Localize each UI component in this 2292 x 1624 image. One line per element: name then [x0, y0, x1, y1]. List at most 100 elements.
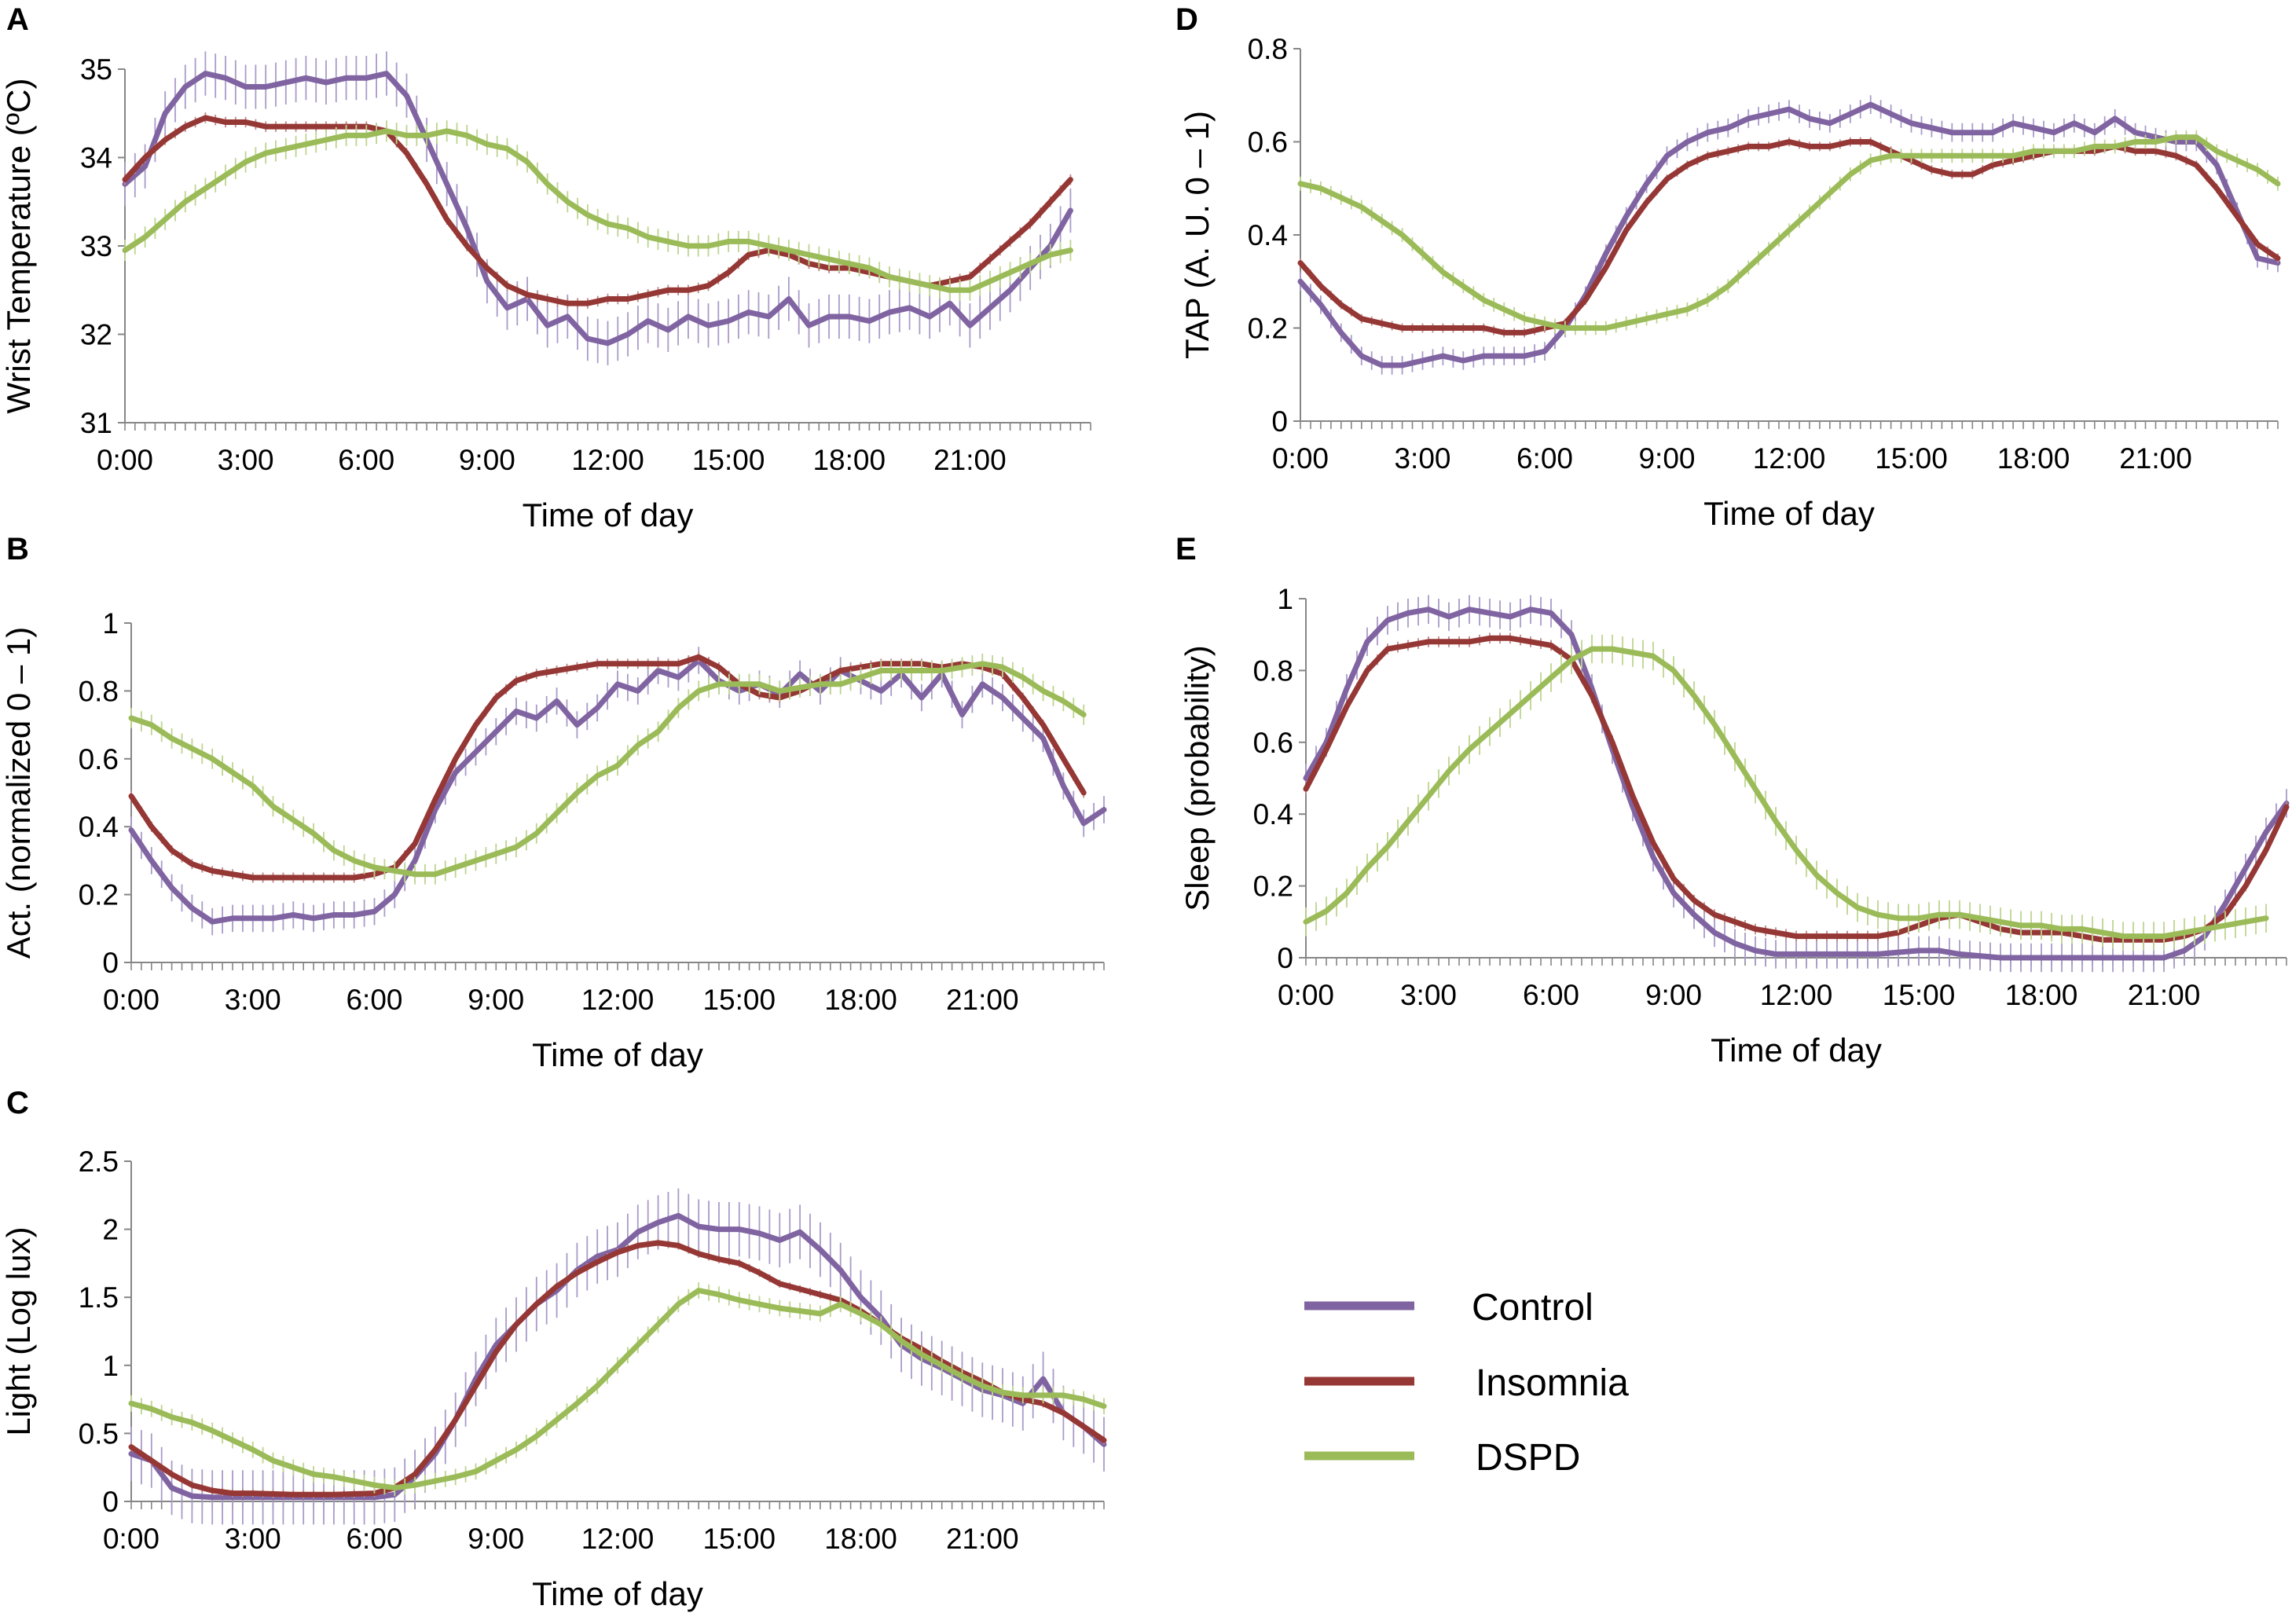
panel-a: A 31 32 33 34 35 0:00 3:00 6:00 9:00 12:00 15:00 18:…: [0, 2, 1091, 533]
y-tick-label: 0.8: [1248, 33, 1288, 65]
x-axis-title: Time of day: [523, 497, 694, 533]
legend-label-insomnia: Insomnia: [1476, 1362, 1629, 1404]
error-bars-control: [130, 647, 1105, 936]
panel-b: B 0 0.2 0.4 0.6 0.8 1 0:00 3:00 6:00 9:00 12:00 15:0…: [0, 532, 1107, 1073]
x-tick-label: 9:00: [1645, 979, 1702, 1011]
x-tick-label: 0:00: [103, 1523, 160, 1555]
x-tick-label: 21:00: [946, 1523, 1019, 1555]
x-tick-label: 18:00: [824, 1523, 897, 1555]
x-axis-title: Time of day: [1703, 495, 1875, 532]
y-tick-label: 0.6: [1253, 727, 1293, 759]
y-tick-label: 0: [1277, 942, 1293, 974]
x-tick-label: 0:00: [103, 984, 160, 1016]
series-dspd: [122, 120, 1073, 301]
x-tick-label: 21:00: [2128, 979, 2201, 1011]
x-minor-ticks: [130, 1501, 1105, 1509]
panel-d: D 0 0.2 0.4 0.6 0.8 0:00 3:00 6:00 9:00 12:00 15:00…: [1175, 2, 2281, 532]
series-insomnia: [1303, 632, 2290, 945]
error-bars-insomnia: [1305, 632, 2287, 945]
y-axis-title: Act. (normalized 0 – 1): [0, 627, 37, 959]
series-dspd: [128, 1282, 1107, 1497]
legend-label-control: Control: [1472, 1287, 1593, 1329]
line-control: [1297, 101, 2281, 368]
x-tick-label: 0:00: [1272, 442, 1329, 475]
series-control: [1297, 95, 2281, 375]
x-tick-label: 6:00: [1516, 442, 1573, 475]
x-tick-label: 15:00: [692, 444, 765, 476]
line-control: [128, 658, 1107, 925]
y-axis-title: Wrist Temperature (ºC): [0, 79, 37, 414]
x-minor-ticks: [124, 423, 1091, 431]
y-axis-title: TAP (A. U. 0 – 1): [1179, 111, 1216, 359]
y-tick-label: 0: [1271, 405, 1288, 438]
x-tick-label: 15:00: [702, 984, 776, 1016]
y-tick-label: 33: [80, 230, 112, 262]
y-tick-label: 34: [80, 142, 112, 174]
legend-entry-insomnia: Insomnia: [1304, 1362, 1629, 1404]
x-tick-label: 18:00: [824, 984, 897, 1016]
y-tick-label: 0.4: [1253, 798, 1293, 830]
series-dspd: [128, 653, 1087, 885]
series-control: [128, 1188, 1107, 1525]
x-tick-label: 12:00: [571, 444, 644, 476]
x-tick-label: 3:00: [225, 1523, 281, 1555]
y-tick-label: 32: [80, 319, 112, 351]
x-tick-label: 21:00: [933, 444, 1007, 476]
line-control: [122, 71, 1073, 346]
x-tick-label: 12:00: [1760, 979, 1833, 1011]
x-tick-label: 15:00: [702, 1523, 776, 1555]
legend-label-dspd: DSPD: [1476, 1437, 1580, 1479]
y-tick-label: 0.2: [79, 879, 119, 911]
y-tick-label: 0.8: [1253, 654, 1293, 687]
x-tick-label: 3:00: [225, 984, 281, 1016]
y-tick-label: 0: [102, 1486, 119, 1518]
x-tick-label: 12:00: [1753, 442, 1826, 475]
error-bars-dspd: [124, 120, 1072, 301]
line-dspd: [128, 661, 1087, 878]
line-dspd: [128, 1288, 1107, 1491]
x-tick-label: 12:00: [581, 984, 655, 1016]
y-tick-label: 1: [102, 607, 119, 640]
y-axis-title: Light (Log lux): [0, 1226, 37, 1435]
x-tick-label: 9:00: [1638, 442, 1695, 475]
line-dspd: [122, 128, 1073, 293]
x-tick-label: 6:00: [346, 1523, 402, 1555]
y-tick-label: 1.5: [79, 1281, 119, 1314]
panel-letter: B: [6, 532, 29, 566]
panel-letter: A: [6, 2, 29, 37]
x-axis-title: Time of day: [1711, 1032, 1882, 1069]
x-tick-label: 21:00: [946, 984, 1019, 1016]
error-bars-dspd: [1305, 634, 2267, 951]
line-dspd: [1297, 134, 2281, 331]
y-tick-label: 0: [102, 947, 119, 979]
series-control: [1303, 595, 2290, 973]
x-tick-label: 9:00: [468, 984, 524, 1016]
y-tick-label: 0.6: [1248, 126, 1288, 159]
x-tick-label: 3:00: [1394, 442, 1450, 475]
series-dspd: [1303, 634, 2269, 951]
line-insomnia: [1303, 635, 2290, 943]
y-axis-title: Sleep (probability): [1179, 645, 1216, 911]
x-tick-label: 3:00: [218, 444, 274, 476]
x-tick-label: 21:00: [2119, 442, 2192, 475]
y-tick-label: 35: [80, 53, 112, 86]
x-tick-label: 0:00: [1278, 979, 1334, 1011]
legend-entry-dspd: DSPD: [1304, 1437, 1580, 1479]
y-tick-label: 0.4: [79, 811, 119, 843]
y-tick-label: 0.4: [1248, 219, 1288, 251]
y-tick-label: 0.5: [79, 1417, 119, 1450]
line-insomnia: [128, 654, 1087, 881]
y-tick-label: 1: [1277, 583, 1293, 615]
x-tick-label: 6:00: [346, 984, 402, 1016]
x-tick-label: 3:00: [1400, 979, 1457, 1011]
x-tick-label: 15:00: [1883, 979, 1956, 1011]
x-tick-label: 15:00: [1875, 442, 1948, 475]
series-control: [128, 647, 1107, 936]
error-bars-control: [1305, 595, 2287, 973]
x-minor-ticks: [1300, 421, 2279, 429]
y-tick-label: 2: [102, 1214, 119, 1246]
x-tick-label: 6:00: [1523, 979, 1579, 1011]
panel-e: E 0 0.2 0.4 0.6 0.8 1 0:00 3:00 6:00 9:00 12:00 15:0…: [1175, 532, 2290, 1069]
x-tick-label: 18:00: [1997, 442, 2070, 475]
